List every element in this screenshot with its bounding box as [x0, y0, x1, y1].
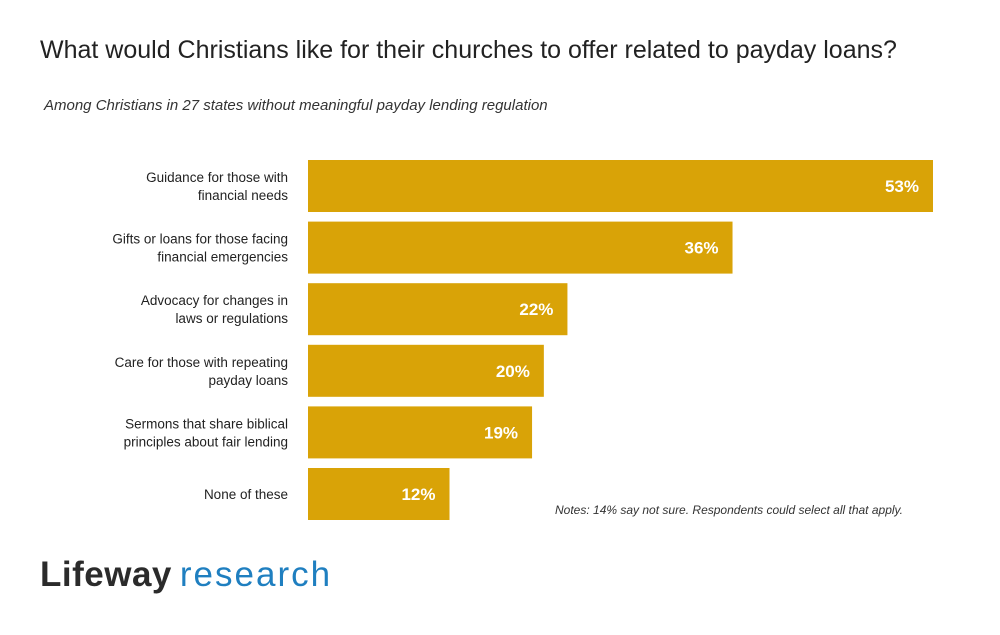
- category-label: principles about fair lending: [124, 434, 288, 449]
- category-label: Sermons that share biblical: [125, 416, 288, 431]
- data-label: 12%: [401, 485, 435, 504]
- bar: [308, 283, 568, 336]
- category-label: payday loans: [208, 373, 288, 388]
- logo-sub: research: [179, 555, 333, 594]
- category-label: Guidance for those with: [146, 170, 288, 185]
- bar: [308, 344, 544, 397]
- bar: [308, 406, 533, 459]
- category-label: None of these: [204, 487, 288, 502]
- category-label: financial needs: [198, 188, 288, 203]
- lifeway-research-logo: Lifeway research: [40, 555, 332, 595]
- bar: [308, 160, 933, 212]
- category-label: Care for those with repeating: [115, 355, 288, 370]
- chart-subtitle: Among Christians in 27 states without me…: [44, 97, 548, 114]
- chart-title: What would Christians like for their chu…: [40, 36, 897, 64]
- bar: [308, 221, 733, 274]
- category-label: financial emergencies: [157, 250, 288, 265]
- category-label: laws or regulations: [175, 311, 288, 326]
- data-label: 20%: [496, 362, 530, 381]
- category-label: Gifts or loans for those facing: [112, 232, 288, 247]
- category-label: Advocacy for changes in: [141, 293, 288, 308]
- logo-brand: Lifeway: [40, 555, 172, 594]
- data-label: 36%: [684, 239, 718, 258]
- data-label: 22%: [519, 300, 553, 319]
- chart-notes: Notes: 14% say not sure. Respondents cou…: [555, 503, 903, 517]
- bar: [308, 468, 450, 520]
- data-label: 19%: [484, 423, 518, 442]
- data-label: 53%: [885, 177, 919, 196]
